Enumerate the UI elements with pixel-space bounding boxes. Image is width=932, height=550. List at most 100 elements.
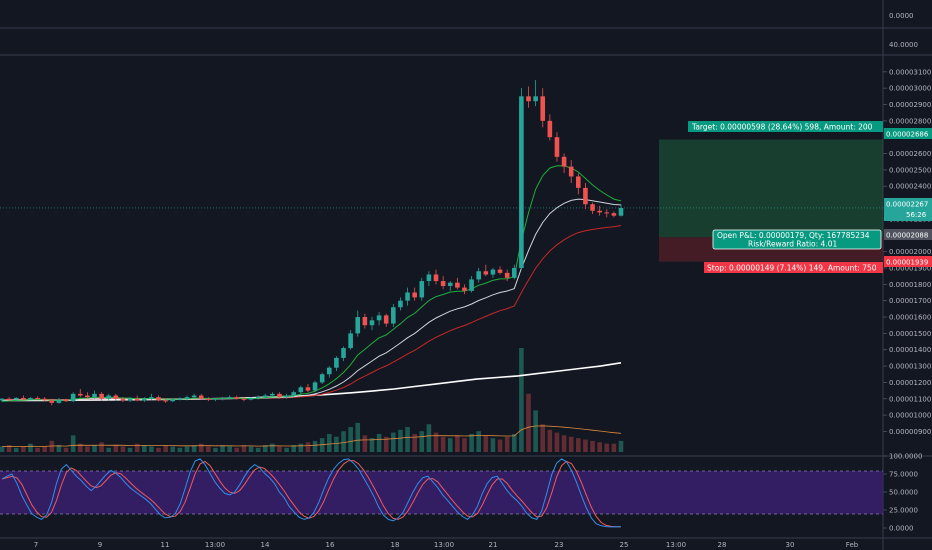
candles <box>0 79 624 406</box>
candle-body <box>419 281 425 298</box>
volume-bar <box>248 446 254 452</box>
svg-text:0.00002686: 0.00002686 <box>886 131 929 139</box>
current-price-badge: 0.00002267 56:26 <box>884 198 932 221</box>
candle-body <box>70 393 76 402</box>
candle-body <box>270 393 275 396</box>
candle-body <box>476 271 482 280</box>
price-tick-label: 0.00002900 <box>889 101 931 109</box>
volume-bar <box>206 446 211 452</box>
volume-bar <box>262 445 268 452</box>
volume-bar <box>49 440 55 452</box>
price-tick-label: 0.00001800 <box>889 281 931 289</box>
candle-body <box>0 398 5 401</box>
svg-text:0.00001939: 0.00001939 <box>886 259 928 267</box>
candle-body <box>198 395 204 399</box>
volume-bar <box>547 429 553 452</box>
svg-text:0.00002267: 0.00002267 <box>886 201 928 209</box>
svg-text:0.00002088: 0.00002088 <box>886 232 928 240</box>
volume-ma-line <box>1 425 622 447</box>
candle-body <box>85 395 90 398</box>
volume-bar <box>70 435 76 452</box>
volume-bar <box>198 443 204 452</box>
candle-body <box>163 400 168 402</box>
volume-bar <box>611 443 617 452</box>
volume-bar <box>355 422 361 452</box>
volume-bar <box>177 447 183 452</box>
candle-body <box>462 287 467 291</box>
candle-body <box>241 398 247 400</box>
stoch-tick-label: 100.0000 <box>889 453 922 461</box>
candle-body <box>248 397 254 400</box>
volume-bar <box>583 439 588 452</box>
volume-bar <box>0 446 5 452</box>
candle-body <box>604 212 610 214</box>
volume-bar <box>163 445 168 452</box>
volume-bar <box>412 433 417 452</box>
ema-fast-line <box>1 165 622 402</box>
volume-bar <box>255 447 261 452</box>
time-label: 7 <box>34 541 38 549</box>
long-position-tool[interactable]: Target: 0.00000598 (28.64%) 598, Amount:… <box>659 121 883 273</box>
candle-body <box>255 397 261 399</box>
price-axis-ticks: 0.00003100 0.00003000 0.00002900 0.00002800… <box>889 68 931 436</box>
candle-body <box>170 399 176 402</box>
stop-label-box <box>704 262 883 273</box>
candle-body <box>341 348 346 358</box>
candle-body <box>540 96 546 121</box>
stop-label: Stop: 0.00000149 (7.14%) 149, Amount: 75… <box>707 264 877 273</box>
volume-bar <box>149 446 154 452</box>
candle-body <box>141 398 147 401</box>
candle-body <box>291 392 297 396</box>
candle-body <box>206 398 211 400</box>
volume-bar <box>113 445 119 452</box>
candle-body <box>490 269 496 275</box>
stoch-axis-ticks: 100.0000 75.0000 50.0000 25.0000 0.0000 <box>883 453 922 533</box>
volume-bar <box>21 446 26 452</box>
svg-text:56:26: 56:26 <box>906 211 927 219</box>
candle-body <box>220 397 225 399</box>
volume-bar <box>398 429 403 452</box>
candle-body <box>455 282 460 288</box>
volume-bar <box>63 447 69 452</box>
candle-body <box>113 395 119 399</box>
top-panel-value: 0.0000 <box>889 12 914 20</box>
volume-bar <box>28 443 33 452</box>
volume-bar <box>568 436 574 452</box>
stoch-tick-label: 50.0000 <box>889 489 918 497</box>
volume-bar <box>156 447 161 452</box>
time-label: 30 <box>786 541 795 549</box>
candle-body <box>398 300 403 308</box>
candle-body <box>533 96 538 102</box>
volume-bar <box>511 433 517 452</box>
time-label: 21 <box>489 541 498 549</box>
volume-bar <box>604 443 610 452</box>
candle-body <box>561 156 567 167</box>
price-tick-label: 0.00001000 <box>889 412 931 420</box>
candle-body <box>412 292 417 298</box>
entry-price-badge: 0.00002088 <box>884 229 932 240</box>
volume-bar <box>35 447 40 452</box>
candle-body <box>497 269 503 273</box>
stoch-tick-label: 0.0000 <box>889 525 914 533</box>
price-tick-label: 0.00001300 <box>889 363 931 371</box>
candle-body <box>49 400 55 403</box>
volume-bar <box>483 435 489 452</box>
volume-bar <box>334 436 339 452</box>
volume-bar <box>85 446 90 452</box>
volume-bar <box>519 348 524 452</box>
candle-body <box>28 397 33 400</box>
candle-body <box>156 397 161 401</box>
volume-bar <box>576 438 581 452</box>
volume-bar <box>312 440 318 452</box>
price-tick-label: 0.00002400 <box>889 183 931 191</box>
candle-body <box>149 397 154 399</box>
candle-body <box>326 367 332 375</box>
volume-bar <box>590 440 595 452</box>
volume-bar <box>191 445 197 452</box>
volume-bar <box>455 435 460 452</box>
volume-bar <box>284 447 289 452</box>
volume-bar <box>447 438 453 452</box>
candle-body <box>391 307 396 324</box>
target-label: Target: 0.00000598 (28.64%) 598, Amount:… <box>691 123 873 132</box>
